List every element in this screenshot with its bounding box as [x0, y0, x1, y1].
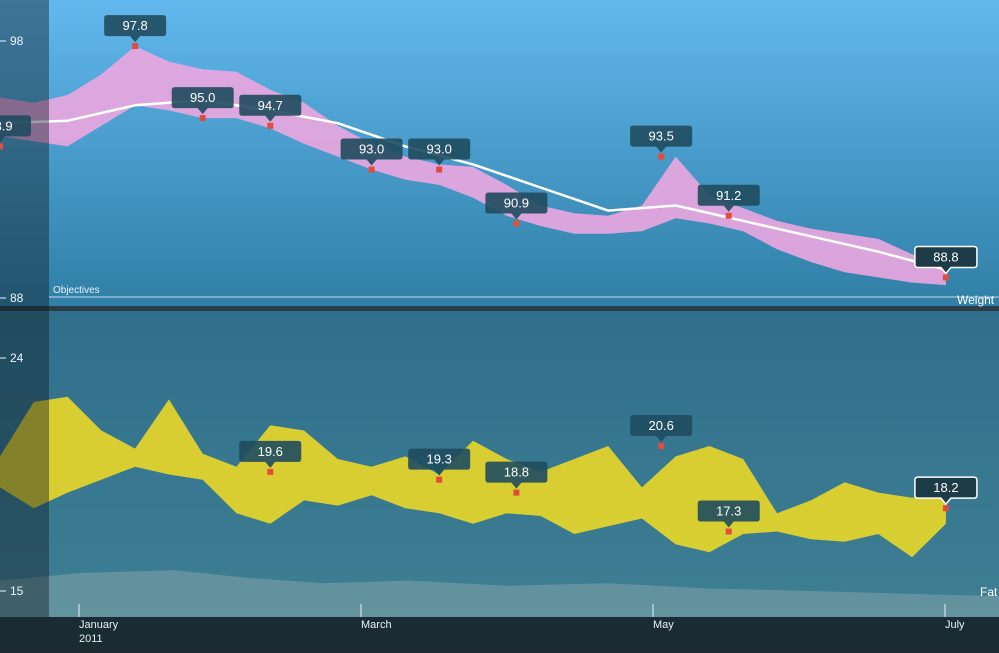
weight-point-marker [199, 115, 206, 122]
left-scroll-overlay[interactable] [0, 0, 49, 617]
weight-point-marker [436, 166, 443, 173]
weight-axis-name: Weight [957, 293, 995, 307]
fat-point-marker [942, 505, 949, 512]
weight-point-marker [658, 153, 665, 160]
weight-value-callout[interactable]: 97.8 [104, 15, 167, 43]
weight-point-marker [132, 43, 139, 50]
weight-callout-box [485, 192, 548, 220]
weight-callout-box [239, 94, 302, 122]
fat-callout-box [630, 415, 693, 443]
weight-callout-label: 93.0 [427, 142, 452, 157]
fat-value-callout[interactable]: 19.6 [239, 440, 302, 468]
fat-point-marker [658, 443, 665, 449]
x-sublabel-year: 2011 [79, 633, 103, 645]
x-label-july: July [945, 619, 965, 631]
weight-point-marker [513, 220, 520, 227]
weight-value-callout[interactable]: 93.0 [340, 138, 403, 166]
fat-baseline-layer [0, 570, 999, 617]
x-label-may: May [653, 619, 674, 631]
y-tick-label-98: 98 [10, 34, 24, 48]
weight-callout-label: 94.7 [258, 98, 283, 113]
fat-value-callout[interactable]: 18.8 [485, 461, 548, 489]
fat-value-callout[interactable]: 17.3 [697, 500, 760, 528]
weight-callout-box [914, 245, 978, 275]
x-label-january: January [79, 619, 119, 631]
fat-callout-label: 18.8 [504, 465, 529, 480]
weight-value-callout[interactable]: 90.9 [485, 192, 548, 220]
fat-callout-box [697, 500, 760, 528]
fat-callout-label: 19.6 [258, 444, 283, 459]
fat-callout-box [485, 461, 548, 489]
weight-callout-box [171, 87, 234, 115]
weight-callout-box [0, 115, 31, 143]
weight-callout-label: 93.0 [359, 142, 384, 157]
weight-callout-box [697, 184, 760, 212]
weight-point-marker [942, 274, 949, 281]
weight-value-callout[interactable]: 91.2 [697, 184, 760, 212]
weight-callout-label: 95.0 [190, 90, 215, 105]
fat-value-callout[interactable]: 20.6 [630, 415, 693, 443]
fat-axis-name: Fat [980, 585, 998, 599]
weight-callout-box [630, 125, 693, 153]
weight-y-axis: 98 88 Weight [0, 34, 995, 307]
fat-callout-label: 17.3 [716, 503, 741, 518]
weight-callout-box [104, 15, 167, 43]
x-axis: January 2011 March May July [78, 604, 965, 645]
weight-trend-line [0, 98, 947, 271]
weight-callout-box [340, 138, 403, 166]
fat-callout-box [408, 448, 471, 476]
fat-baseline-area [0, 570, 999, 617]
fat-point-marker [513, 489, 520, 496]
weight-callout-label: 88.8 [933, 249, 958, 264]
y-tick-label-15: 15 [10, 584, 24, 598]
y-tick-label-88: 88 [10, 291, 24, 305]
fat-point-marker [725, 528, 732, 535]
weight-value-callout[interactable]: 88.8 [914, 245, 978, 275]
weight-value-callout[interactable]: 93.5 [630, 125, 693, 153]
weight-callout-label: 90.9 [504, 195, 529, 210]
weight-value-callout[interactable]: 93.9 [0, 115, 31, 143]
weight-series-layer [0, 46, 947, 286]
weight-callout-label: 91.2 [716, 188, 741, 203]
x-axis-bar [0, 617, 999, 648]
fat-point-marker [436, 476, 443, 483]
weight-callout-label: 93.9 [0, 118, 13, 133]
fat-callout-label: 19.3 [427, 452, 452, 467]
weight-callout-box [408, 138, 471, 166]
fat-callout-label: 20.6 [649, 418, 674, 433]
weight-point-marker [267, 122, 274, 129]
y-tick-label-24: 24 [10, 351, 24, 365]
fat-value-callout[interactable]: 18.2 [914, 476, 978, 506]
fat-callout-box [239, 440, 302, 468]
panel-divider [0, 306, 999, 311]
weight-value-callout[interactable]: 93.0 [408, 138, 471, 166]
weight-value-callout[interactable]: 94.7 [239, 94, 302, 122]
fat-value-callout[interactable]: 19.3 [408, 448, 471, 476]
fat-callout-label: 18.2 [933, 480, 958, 495]
fat-y-axis: 24 15 Fat [0, 351, 998, 599]
objective-label: Objectives [53, 285, 100, 296]
x-label-march: March [361, 619, 392, 631]
fat-point-marker [267, 468, 274, 475]
weight-point-marker [368, 166, 375, 173]
callout-layer: 93.9 97.8 95.0 94.7 93.0 93.0 90.9 93.5 91.2 88.8… [0, 15, 978, 535]
weight-callout-label: 93.5 [649, 129, 674, 144]
weight-point-marker [725, 212, 732, 219]
weight-point-marker [0, 143, 3, 150]
fat-callout-box [914, 476, 978, 506]
weight-value-callout[interactable]: 95.0 [171, 87, 234, 115]
weight-callout-label: 97.8 [122, 18, 147, 33]
